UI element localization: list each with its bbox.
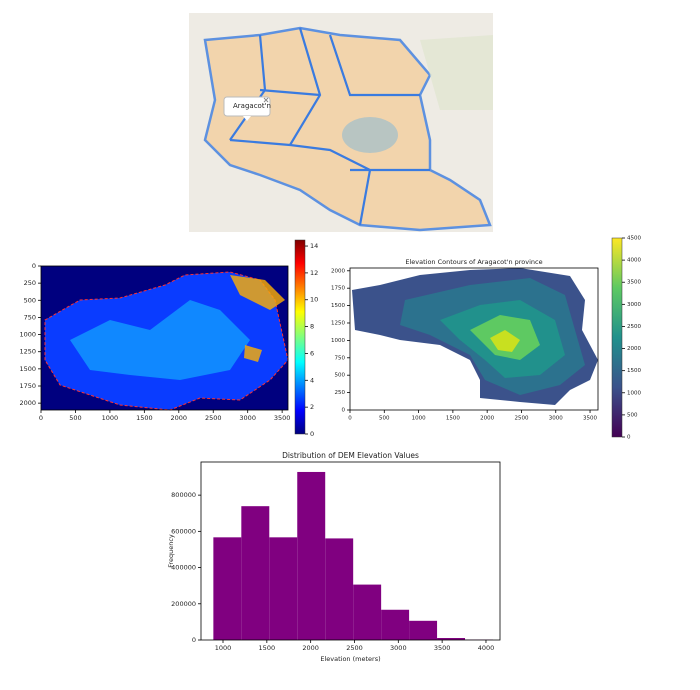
colorbar-tick-label: 500: [627, 412, 638, 418]
raster-hotspot: [230, 275, 285, 362]
contour-level: [490, 330, 520, 352]
x-tick-label: 2000: [480, 416, 494, 422]
popup-close[interactable]: [263, 97, 269, 103]
bar: [409, 620, 438, 640]
x-tick-label: 3500: [583, 416, 597, 422]
x-tick-label: 500: [379, 416, 390, 422]
x-tick-label: 1500: [136, 414, 153, 422]
y-axis-label: Frequency: [167, 534, 175, 568]
colorbar-tick-label: 2: [310, 403, 314, 411]
popup-text: Aragacot'n: [233, 102, 271, 110]
x-tick-label: 2000: [171, 414, 188, 422]
colorbar-tick-label: 4500: [627, 236, 641, 242]
x-tick-label: 1000: [412, 416, 426, 422]
y-tick-label: 600000: [171, 527, 196, 535]
y-tick-label: 0: [32, 262, 36, 270]
y-tick-label: 750: [335, 355, 346, 361]
bar: [325, 538, 354, 640]
y-tick-label: 2000: [331, 268, 345, 274]
axes-frame: [40, 265, 289, 411]
x-tick-label: 3500: [274, 414, 291, 422]
x-tick-label: 0: [348, 416, 352, 422]
colorbar-tick-label: 0: [310, 430, 314, 438]
y-tick-label: 200000: [171, 600, 196, 608]
y-tick-label: 1750: [331, 286, 345, 292]
y-tick-label: 2000: [19, 399, 36, 407]
x-tick-label: 0: [39, 414, 43, 422]
y-tick-label: 400000: [171, 564, 196, 572]
bar: [297, 471, 326, 640]
x-tick-label: 4000: [478, 644, 495, 652]
x-tick-label: 1000: [215, 644, 232, 652]
y-tick-label: 500: [335, 373, 346, 379]
axes-frame: [200, 461, 501, 641]
x-tick-label: 2500: [205, 414, 222, 422]
y-tick-label: 500: [24, 296, 36, 304]
colorbar-tick-label: 4: [310, 376, 314, 384]
x-tick-label: 2000: [302, 644, 319, 652]
x-tick-label: 500: [69, 414, 81, 422]
chart-title: Distribution of DEM Elevation Values: [282, 451, 419, 460]
bar: [353, 584, 382, 640]
bar: [213, 537, 242, 640]
y-tick-label: 1250: [19, 348, 36, 356]
y-tick-label: 250: [335, 390, 346, 396]
colorbar-tick-label: 0: [627, 435, 631, 441]
colorbar: [294, 239, 306, 435]
x-tick-label: 2500: [346, 644, 363, 652]
colorbar-tick-label: 2000: [627, 346, 641, 352]
bar: [269, 537, 298, 640]
map-terrain: [420, 35, 493, 110]
x-tick-label: 3000: [549, 416, 563, 422]
map-borders: [229, 27, 430, 226]
popup-tip: [243, 116, 251, 121]
lake: [342, 117, 398, 153]
x-tick-label: 1500: [259, 644, 276, 652]
y-tick-label: 1000: [19, 331, 36, 339]
chart-title: Elevation Contours of Aragacot'n provinc…: [405, 258, 542, 266]
bar: [381, 609, 410, 640]
colorbar-tick-label: 10: [310, 296, 318, 304]
colorbar-tick-label: 4000: [627, 258, 641, 264]
y-tick-label: 1750: [19, 382, 36, 390]
y-tick-label: 0: [342, 408, 346, 414]
x-axis-label: Elevation (meters): [320, 655, 380, 663]
x-tick-label: 3500: [434, 644, 451, 652]
colorbar-tick-label: 8: [310, 323, 314, 331]
colorbar-tick-label: 12: [310, 269, 318, 277]
axes-frame: [349, 267, 599, 411]
y-tick-label: 1000: [331, 338, 345, 344]
x-tick-label: 1000: [102, 414, 119, 422]
x-tick-label: 3000: [239, 414, 256, 422]
colorbar-tick-label: 2500: [627, 324, 641, 330]
bar: [437, 638, 466, 640]
colorbar-tick-label: 3000: [627, 302, 641, 308]
colorbar-tick-label: 14: [310, 242, 318, 250]
colorbar-tick-label: 6: [310, 349, 314, 357]
colorbar-tick-label: 3500: [627, 280, 641, 286]
y-tick-label: 1500: [331, 303, 345, 309]
y-tick-label: 0: [192, 636, 196, 644]
raster-texture: [70, 300, 250, 380]
bar: [241, 506, 270, 640]
colorbar-tick-label: 1000: [627, 390, 641, 396]
x-tick-label: 1500: [446, 416, 460, 422]
colorbar-tick-label: 1500: [627, 368, 641, 374]
y-tick-label: 750: [24, 313, 36, 321]
x-tick-label: 2500: [514, 416, 528, 422]
y-tick-label: 800000: [171, 491, 196, 499]
colorbar: [611, 237, 623, 438]
y-tick-label: 250: [24, 279, 36, 287]
y-tick-label: 1500: [19, 365, 36, 373]
map[interactable]: Aragacot'n: [189, 13, 493, 232]
x-tick-label: 3000: [390, 644, 407, 652]
y-tick-label: 1250: [331, 320, 345, 326]
